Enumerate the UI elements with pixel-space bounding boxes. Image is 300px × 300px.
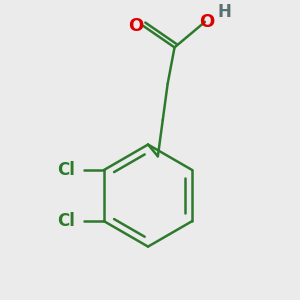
Text: Cl: Cl <box>58 212 76 230</box>
Text: H: H <box>218 3 232 21</box>
Text: O: O <box>199 13 214 31</box>
Text: O: O <box>128 17 143 35</box>
Text: Cl: Cl <box>58 161 76 179</box>
